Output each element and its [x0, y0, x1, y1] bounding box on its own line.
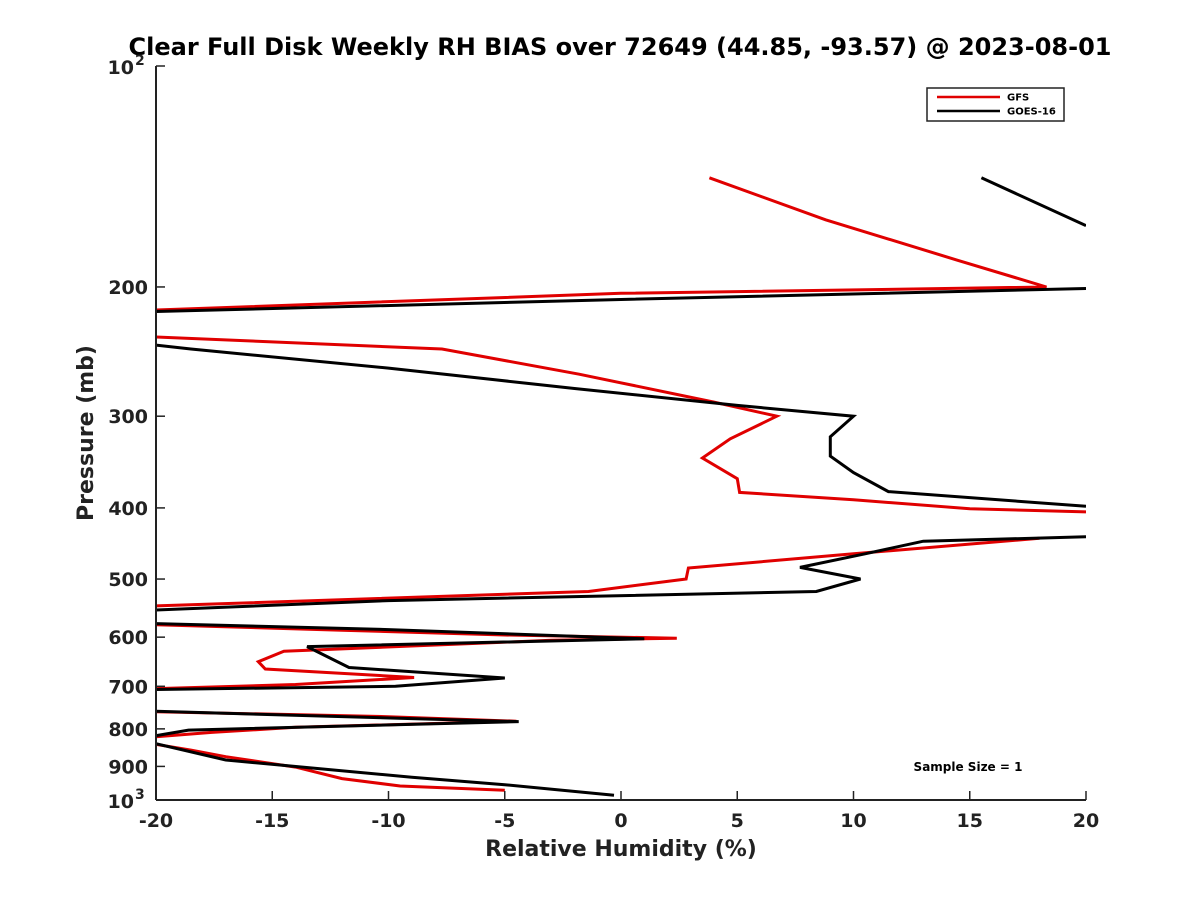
series-line-goes-16 [156, 742, 615, 797]
series-line-goes-16 [156, 343, 1086, 508]
x-tick-label: -15 [255, 810, 289, 832]
x-tick-label: 20 [1073, 810, 1099, 832]
y-tick-label: 200 [108, 277, 148, 299]
x-axis-ticks: -20 -15 -10 -5 0 5 10 15 20 [139, 791, 1099, 832]
chart-title: Clear Full Disk Weekly RH BIAS over 7264… [129, 33, 1112, 61]
series-line-gfs [156, 623, 677, 691]
x-tick-label: 15 [957, 810, 983, 832]
series-line-gfs [156, 176, 1047, 312]
sample-size-annotation: Sample Size = 1 [914, 760, 1023, 774]
legend-label-goes-16: GOES-16 [1007, 107, 1056, 118]
series-line-goes-16 [156, 622, 645, 691]
legend-box [926, 87, 1065, 122]
x-tick-label: 10 [840, 810, 866, 832]
x-axis-label: Relative Humidity (%) [485, 837, 757, 862]
series-goes-16 [156, 176, 1086, 797]
series-line-goes-16 [156, 709, 519, 738]
y-tick-label: 600 [108, 627, 148, 649]
y-tick-label: 800 [108, 719, 148, 741]
x-tick-label: -20 [139, 810, 173, 832]
y-axis-label: Pressure (mb) [74, 345, 99, 521]
legend-label-gfs: GFS [1007, 93, 1029, 104]
y-tick-label: 500 [108, 569, 148, 591]
x-tick-label: -10 [371, 810, 405, 832]
series-layer [156, 176, 1086, 797]
y-tick-label: 700 [108, 676, 148, 698]
legend: GFS GOES-16 [926, 87, 1065, 122]
y-tick-label: 900 [108, 756, 148, 778]
series-line-goes-16 [980, 176, 1086, 227]
legend-items: GFS GOES-16 [937, 93, 1056, 118]
series-line-goes-16 [156, 287, 1086, 313]
y-tick-label: 300 [108, 406, 148, 428]
y-tick-label-base: 10 [108, 57, 134, 79]
series-line-goes-16 [156, 535, 1086, 612]
series-line-gfs [156, 536, 1040, 608]
y-tick-label-exponent: 3 [135, 787, 145, 803]
x-tick-label: 5 [731, 810, 744, 832]
x-tick-label: -5 [494, 810, 515, 832]
y-tick-label-exponent: 2 [135, 53, 145, 69]
y-tick-label: 400 [108, 498, 148, 520]
y-tick-label-base: 10 [108, 791, 134, 813]
y-tick-label-power: 10 3 [108, 787, 145, 813]
series-line-gfs [156, 335, 1086, 514]
x-tick-label: 0 [614, 810, 627, 832]
plot-area: -20 -15 -10 -5 0 5 10 15 20 10 220030040050060070… [108, 53, 1100, 832]
y-tick-label-power: 10 2 [108, 53, 145, 79]
